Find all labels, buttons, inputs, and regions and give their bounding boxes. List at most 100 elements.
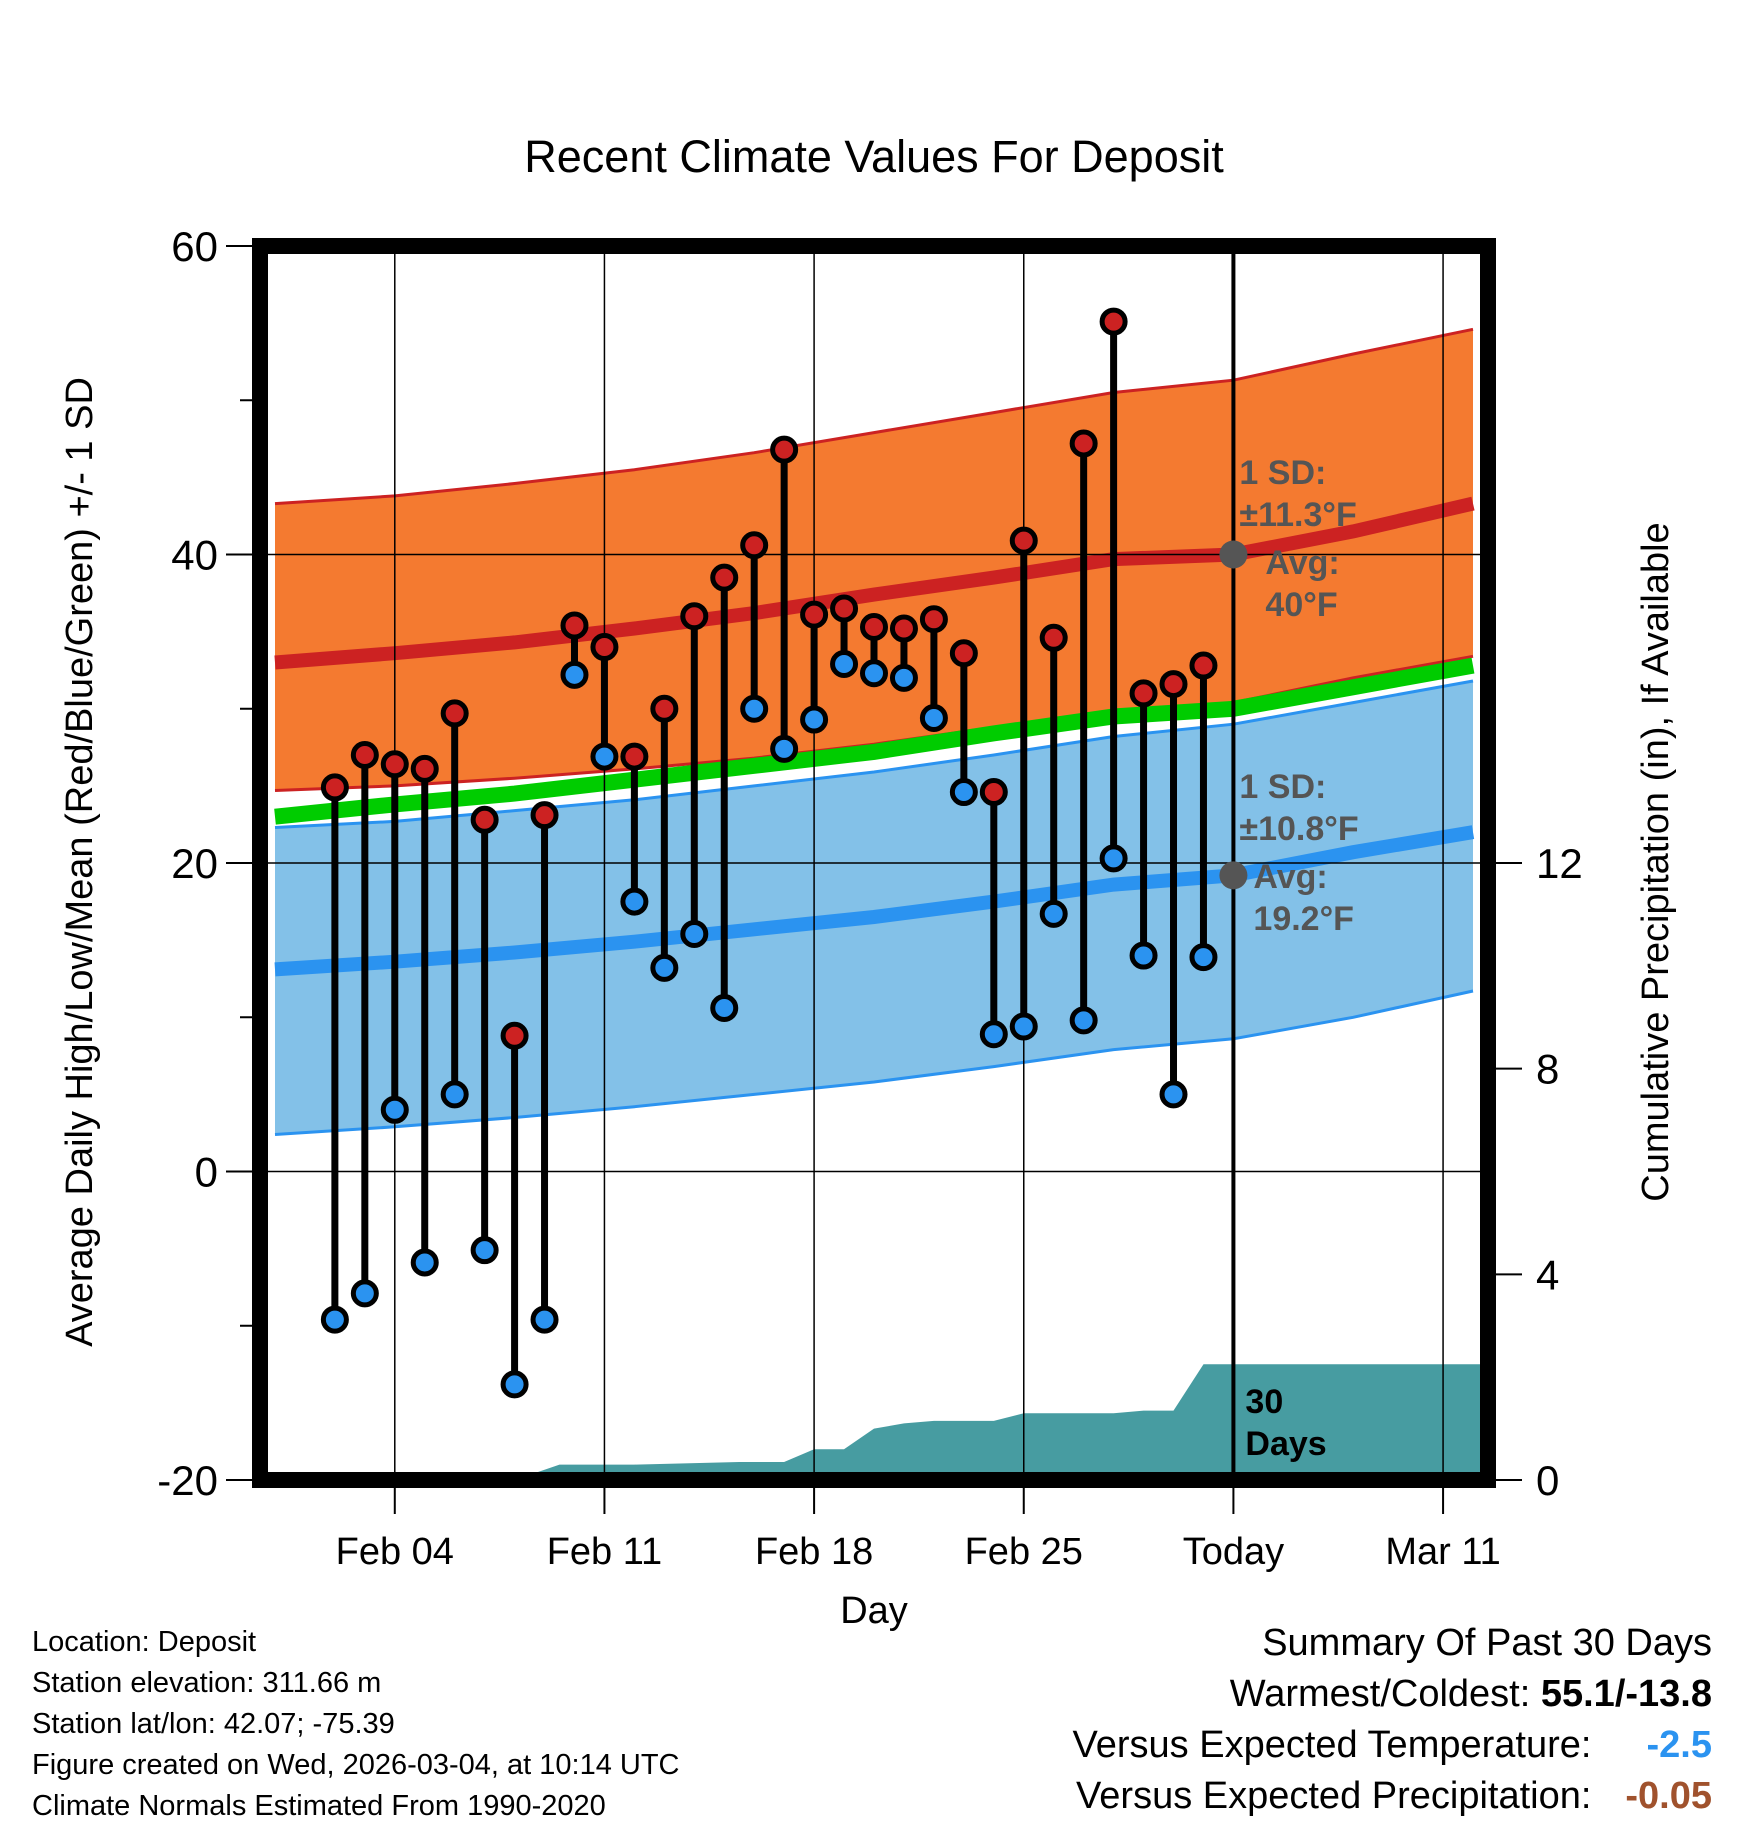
y-right-tick-label: 8 xyxy=(1536,1046,1559,1093)
daily-high-point xyxy=(710,563,739,592)
precip-area xyxy=(260,1364,1488,1480)
summary-temp: Versus Expected Temperature: -2.5 xyxy=(1073,1720,1712,1771)
daily-high-point xyxy=(440,699,469,728)
high-normal-line xyxy=(274,496,1475,670)
summary-warm-cold: Warmest/Coldest: 55.1/-13.8 xyxy=(1073,1669,1712,1720)
plot-content: 1 SD: ±11.3°F Avg: 40°F 1 SD: ±10.8°F Avg: 19.2… xyxy=(260,246,1488,1480)
precip-anomaly-value: -0.05 xyxy=(1625,1775,1712,1817)
figure-created: Figure created on Wed, 2026-03-04, at 10… xyxy=(32,1749,680,1781)
daily-low-point xyxy=(650,953,679,982)
daily-high-point xyxy=(1159,670,1188,699)
warm-cold-label: Warmest/Coldest: xyxy=(1229,1673,1531,1715)
y-axis-right-label: Cumulative Precipitation (in), If Availa… xyxy=(1635,522,1677,1201)
daily-low-point xyxy=(1129,941,1158,970)
daily-high-point xyxy=(770,435,799,464)
daily-low-point xyxy=(560,660,589,689)
daily-low-point xyxy=(590,742,619,771)
summary-heading: Summary Of Past 30 Days xyxy=(1262,1622,1712,1664)
x-axis-label: Day xyxy=(840,1590,908,1632)
y-tick-label: 40 xyxy=(171,532,218,579)
daily-low-point xyxy=(1069,1006,1098,1035)
period-label-number: 30 xyxy=(1245,1383,1283,1421)
daily-high-point xyxy=(620,742,649,771)
daily-low-point xyxy=(440,1080,469,1109)
today-high-normal-marker xyxy=(1219,540,1248,569)
high-sd-label: 1 SD: xyxy=(1239,454,1326,492)
summary-panel: Summary Of Past 30 Days Warmest/Coldest:… xyxy=(1073,1618,1712,1822)
station-latlon: Station lat/lon: 42.07; -75.39 xyxy=(32,1708,395,1740)
x-tick-label: Feb 04 xyxy=(336,1531,454,1573)
temp-anomaly-value: -2.5 xyxy=(1646,1724,1712,1766)
station-location: Location: Deposit xyxy=(32,1626,257,1658)
normals-period: Climate Normals Estimated From 1990-2020 xyxy=(32,1790,606,1822)
daily-low-point xyxy=(770,734,799,763)
daily-high-point xyxy=(680,602,709,631)
precip-anomaly-label: Versus Expected Precipitation: xyxy=(1076,1775,1592,1817)
high-sd-value: ±11.3°F xyxy=(1239,496,1356,534)
daily-low-point xyxy=(1189,943,1218,972)
daily-high-point xyxy=(350,741,379,770)
temp-anomaly-label: Versus Expected Temperature: xyxy=(1072,1724,1592,1766)
y-tick-label: -20 xyxy=(157,1457,218,1504)
chart-title: Recent Climate Values For Deposit xyxy=(524,131,1224,182)
daily-low-point xyxy=(410,1248,439,1277)
low-sd-value: ±10.8°F xyxy=(1239,810,1358,848)
daily-low-point xyxy=(979,1020,1008,1049)
daily-low-point xyxy=(860,659,888,688)
period-label-text: Days xyxy=(1245,1425,1326,1463)
daily-low-point xyxy=(1159,1080,1188,1109)
daily-low-point xyxy=(530,1305,559,1334)
daily-low-point xyxy=(620,887,649,916)
daily-low-point xyxy=(919,704,948,733)
daily-low-point xyxy=(1039,899,1068,928)
daily-high-point xyxy=(1009,526,1038,555)
x-tick-label: Feb 25 xyxy=(965,1531,1083,1573)
daily-high-point xyxy=(860,612,888,641)
daily-low-point xyxy=(350,1279,379,1308)
daily-low-point xyxy=(380,1095,409,1124)
y-tick-label: 60 xyxy=(171,223,218,270)
daily-high-point xyxy=(830,594,859,623)
y-axis-label: Average Daily High/Low/Mean (Red/Blue/Gr… xyxy=(59,377,101,1347)
x-tick-label: Feb 18 xyxy=(755,1531,873,1573)
today-low-normal-marker xyxy=(1219,861,1248,890)
y-tick-label: 0 xyxy=(195,1149,218,1196)
summary-precip: Versus Expected Precipitation: -0.05 xyxy=(1073,1771,1712,1822)
low-normal-line xyxy=(274,825,1475,977)
daily-high-point xyxy=(949,639,978,668)
warm-cold-value: 55.1/-13.8 xyxy=(1540,1673,1712,1715)
daily-high-point xyxy=(1099,307,1128,336)
x-tick-label: Feb 11 xyxy=(547,1531,662,1573)
mean-normal-line xyxy=(274,657,1475,825)
plot-area: 1 SD: ±11.3°F Avg: 40°F 1 SD: ±10.8°F Avg: 19.2… xyxy=(157,223,1582,1573)
daily-low-point xyxy=(889,663,918,692)
daily-high-point xyxy=(1069,429,1098,458)
daily-low-point xyxy=(740,694,769,723)
y-right-tick-label: 4 xyxy=(1536,1251,1559,1298)
daily-low-point xyxy=(710,993,739,1022)
high-avg-value: 40°F xyxy=(1265,586,1337,624)
daily-high-point xyxy=(1039,623,1068,652)
daily-high-point xyxy=(380,750,409,779)
daily-low-point xyxy=(1009,1012,1038,1041)
daily-high-point xyxy=(320,773,349,802)
daily-low-point xyxy=(470,1236,499,1265)
y-tick-label: 20 xyxy=(171,840,218,887)
low-avg-value: 19.2°F xyxy=(1253,900,1354,938)
daily-high-point xyxy=(590,633,619,662)
daily-high-point xyxy=(560,611,589,640)
daily-high-point xyxy=(1189,651,1218,680)
daily-high-point xyxy=(530,801,559,830)
y-right-tick-label: 12 xyxy=(1536,840,1583,887)
low-lower-sd-line xyxy=(274,989,1474,1136)
daily-low-point xyxy=(830,650,859,679)
x-tick-label: Today xyxy=(1183,1531,1284,1573)
daily-high-point xyxy=(650,694,679,723)
high-avg-label: Avg: xyxy=(1265,544,1339,582)
daily-low-point xyxy=(320,1305,349,1334)
daily-high-point xyxy=(500,1021,529,1050)
daily-high-point xyxy=(919,605,948,634)
daily-high-point xyxy=(979,778,1008,807)
x-tick-label: Mar 11 xyxy=(1385,1531,1500,1573)
